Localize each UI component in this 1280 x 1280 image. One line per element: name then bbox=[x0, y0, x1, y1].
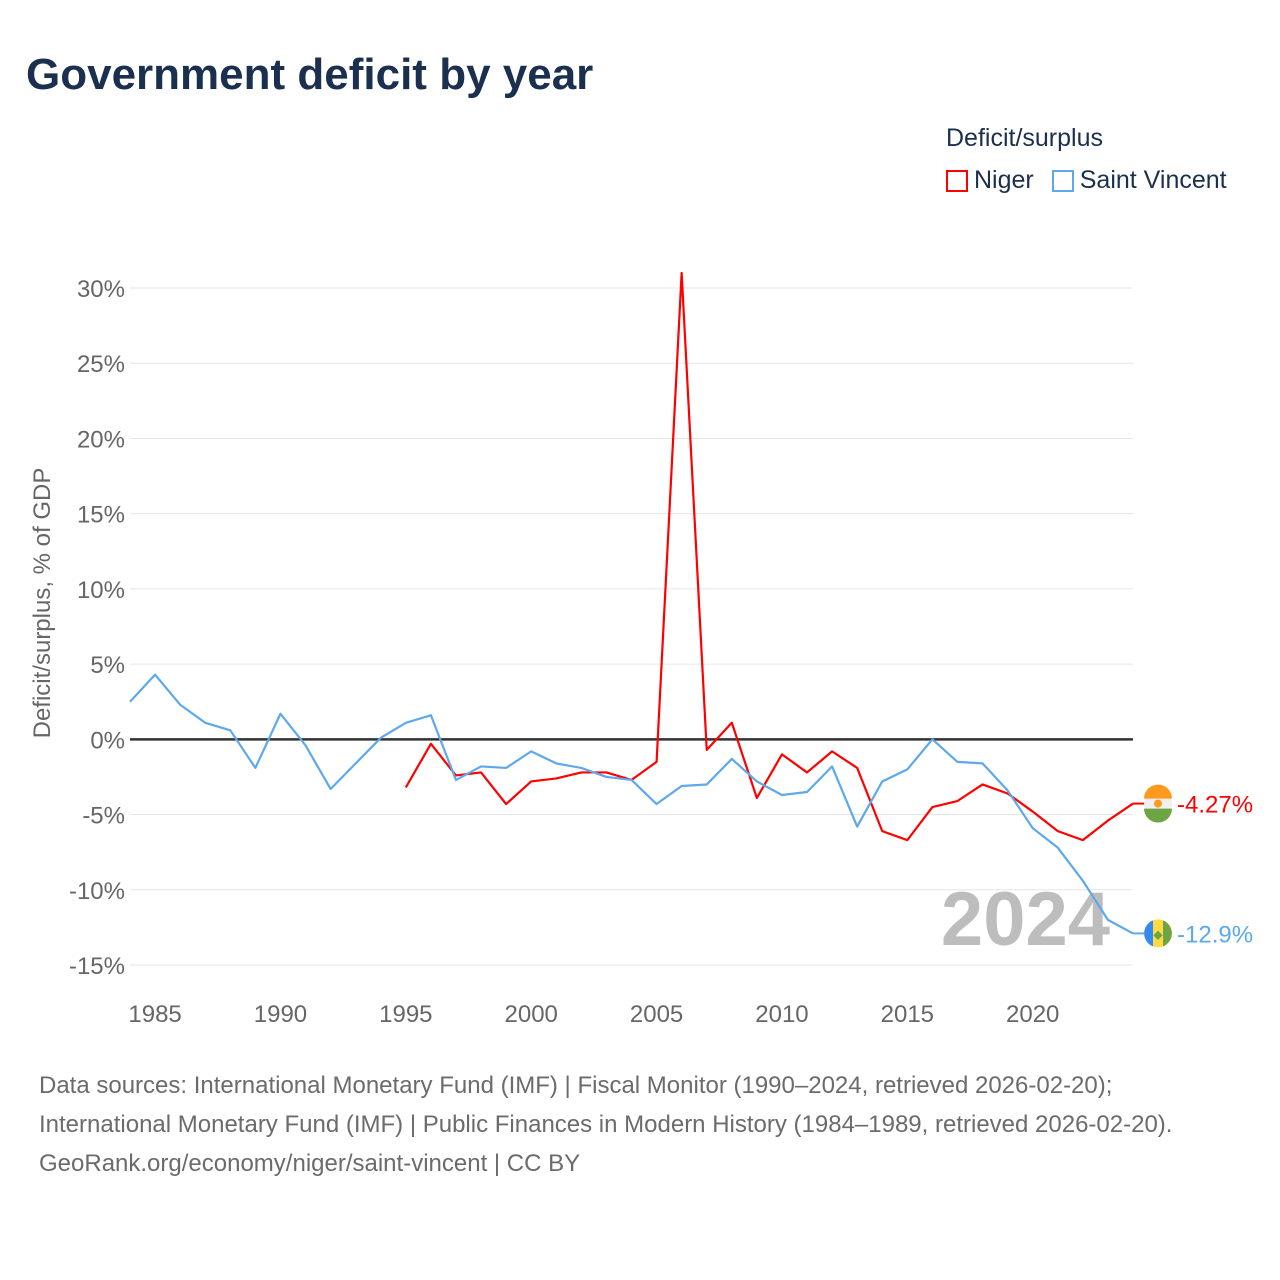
end-label-niger: -4.27% bbox=[1177, 792, 1253, 819]
x-tick-label: 1990 bbox=[254, 1001, 307, 1028]
data-sources: Data sources: International Monetary Fun… bbox=[39, 1072, 1173, 1138]
source-link[interactable]: GeoRank.org/economy/niger/saint-vincent … bbox=[39, 1150, 581, 1177]
x-tick-label: 1985 bbox=[128, 1001, 181, 1028]
y-tick-label: 5% bbox=[90, 652, 125, 679]
legend-title: Deficit/surplus bbox=[946, 124, 1103, 152]
y-tick-label: 0% bbox=[90, 727, 125, 754]
x-tick-label: 1995 bbox=[379, 1001, 432, 1028]
legend-swatch-saint-vincent bbox=[1051, 169, 1074, 192]
x-tick-label: 2020 bbox=[1006, 1001, 1059, 1028]
niger-flag-icon-top bbox=[1144, 784, 1172, 799]
legend-label-saint-vincent: Saint Vincent bbox=[1079, 166, 1227, 194]
legend-label-niger: Niger bbox=[974, 166, 1034, 194]
niger-flag-icon-sun bbox=[1154, 799, 1162, 808]
saint-vincent-flag-icon-right bbox=[1163, 920, 1172, 947]
x-tick-label: 2010 bbox=[755, 1001, 808, 1028]
legend: Niger Saint Vincent bbox=[946, 166, 1227, 195]
y-tick-label: 25% bbox=[77, 351, 125, 378]
y-tick-label: -15% bbox=[69, 953, 125, 980]
niger-flag-icon-bottom bbox=[1144, 808, 1172, 823]
year-annotation: 2024 bbox=[941, 877, 1110, 962]
y-tick-label: 10% bbox=[77, 577, 125, 604]
x-tick-label: 2005 bbox=[630, 1001, 683, 1028]
y-tick-label: 30% bbox=[77, 276, 125, 303]
series-line-saint-vincent bbox=[129, 673, 1134, 935]
legend-item-niger[interactable]: Niger bbox=[946, 166, 1034, 195]
y-tick-label: 20% bbox=[77, 426, 125, 453]
x-tick-label: 2015 bbox=[881, 1001, 934, 1028]
y-tick-label: -5% bbox=[82, 803, 125, 830]
legend-swatch-niger bbox=[946, 169, 968, 192]
saint-vincent-flag-icon-diamonds: ◆ bbox=[1153, 927, 1163, 941]
y-tick-label: -10% bbox=[69, 878, 125, 905]
saint-vincent-flag-icon-left bbox=[1144, 920, 1153, 947]
footer: Data sources: International Monetary Fun… bbox=[39, 1066, 1239, 1183]
chart-title: Government deficit by year bbox=[26, 50, 594, 99]
y-axis-label: Deficit/surplus, % of GDP bbox=[29, 468, 56, 739]
end-label-saint-vincent: -12.9% bbox=[1177, 921, 1253, 948]
y-tick-label: 15% bbox=[77, 502, 125, 529]
x-tick-label: 2000 bbox=[505, 1001, 558, 1028]
legend-item-saint-vincent[interactable]: Saint Vincent bbox=[1051, 166, 1227, 195]
series-line-niger bbox=[404, 271, 1134, 842]
